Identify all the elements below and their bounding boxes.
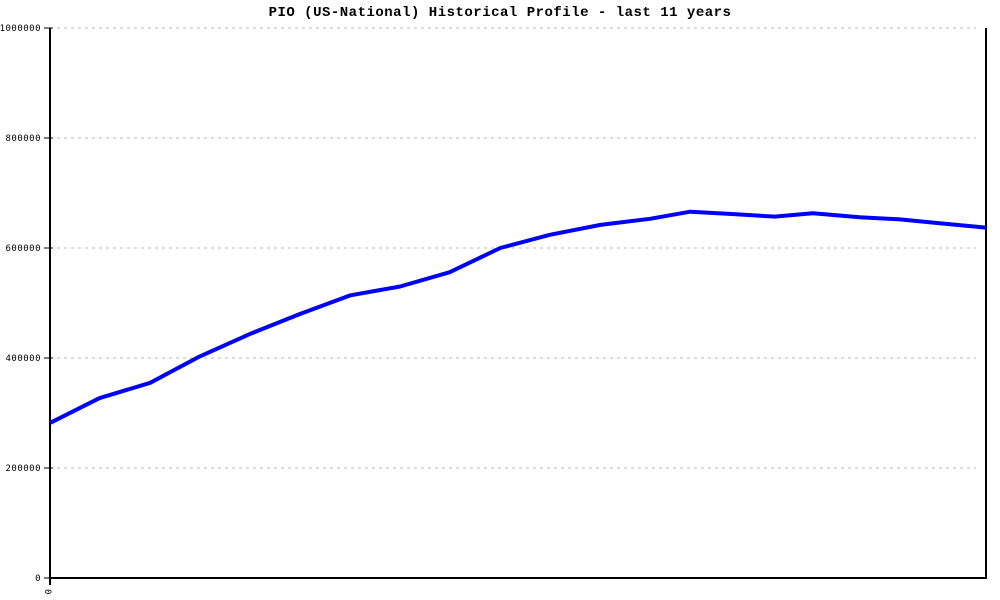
y-tick-label: 1000000 [0, 24, 41, 34]
y-tick-label: 600000 [5, 244, 41, 254]
y-tick-label: 400000 [5, 354, 41, 364]
chart-title: PIO (US-National) Historical Profile - l… [268, 5, 732, 21]
y-tick-label: 800000 [5, 134, 41, 144]
y-tick-label: 200000 [5, 464, 41, 474]
data-line [49, 209, 987, 425]
y-tick-label: 0 [35, 574, 41, 584]
x-tick-label: 0 [42, 589, 52, 594]
